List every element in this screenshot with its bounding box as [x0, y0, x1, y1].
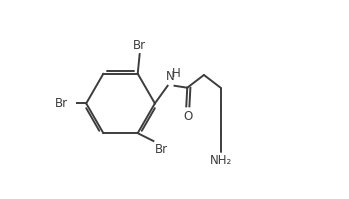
Text: O: O — [183, 110, 192, 123]
Text: Br: Br — [154, 143, 168, 156]
Text: H: H — [172, 67, 181, 80]
Text: Br: Br — [54, 97, 68, 110]
Text: Br: Br — [133, 39, 146, 52]
Text: N: N — [166, 70, 175, 83]
Text: NH₂: NH₂ — [209, 154, 232, 167]
